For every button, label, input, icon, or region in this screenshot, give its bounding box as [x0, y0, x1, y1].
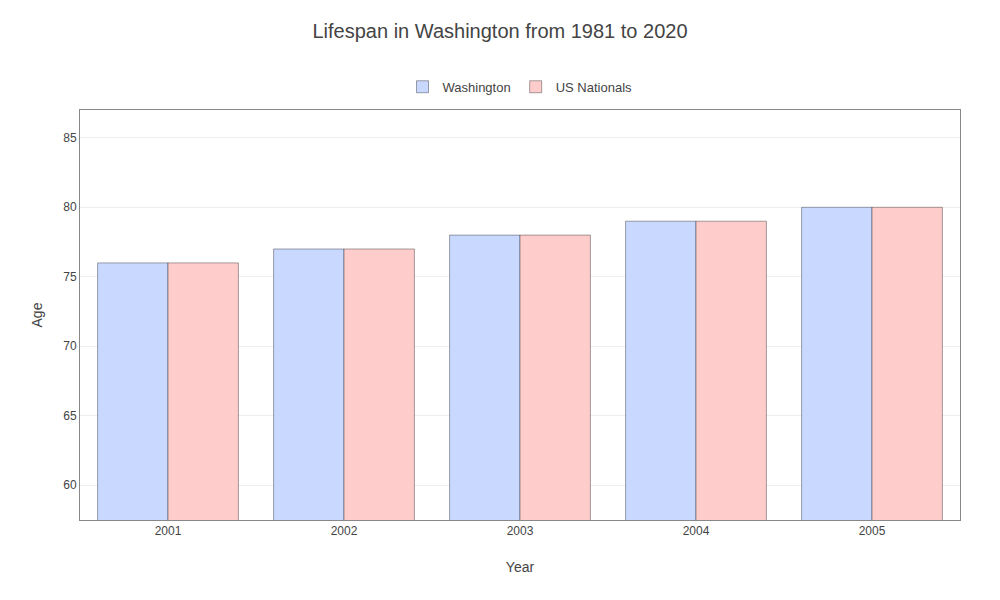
svg-text:Washington: Washington: [443, 80, 511, 95]
svg-text:80: 80: [63, 200, 77, 214]
svg-text:Age: Age: [29, 302, 45, 327]
svg-text:2004: 2004: [683, 524, 710, 538]
svg-text:2003: 2003: [507, 524, 534, 538]
svg-text:2005: 2005: [859, 524, 886, 538]
svg-text:70: 70: [63, 339, 77, 353]
svg-text:75: 75: [63, 270, 77, 284]
svg-text:65: 65: [63, 409, 77, 423]
svg-text:Lifespan in Washington from 19: Lifespan in Washington from 1981 to 2020: [312, 20, 687, 42]
svg-text:60: 60: [63, 478, 77, 492]
svg-text:85: 85: [63, 131, 77, 145]
svg-text:Year: Year: [506, 559, 535, 575]
svg-text:2002: 2002: [331, 524, 358, 538]
svg-text:US Nationals: US Nationals: [556, 80, 632, 95]
svg-text:2001: 2001: [155, 524, 182, 538]
